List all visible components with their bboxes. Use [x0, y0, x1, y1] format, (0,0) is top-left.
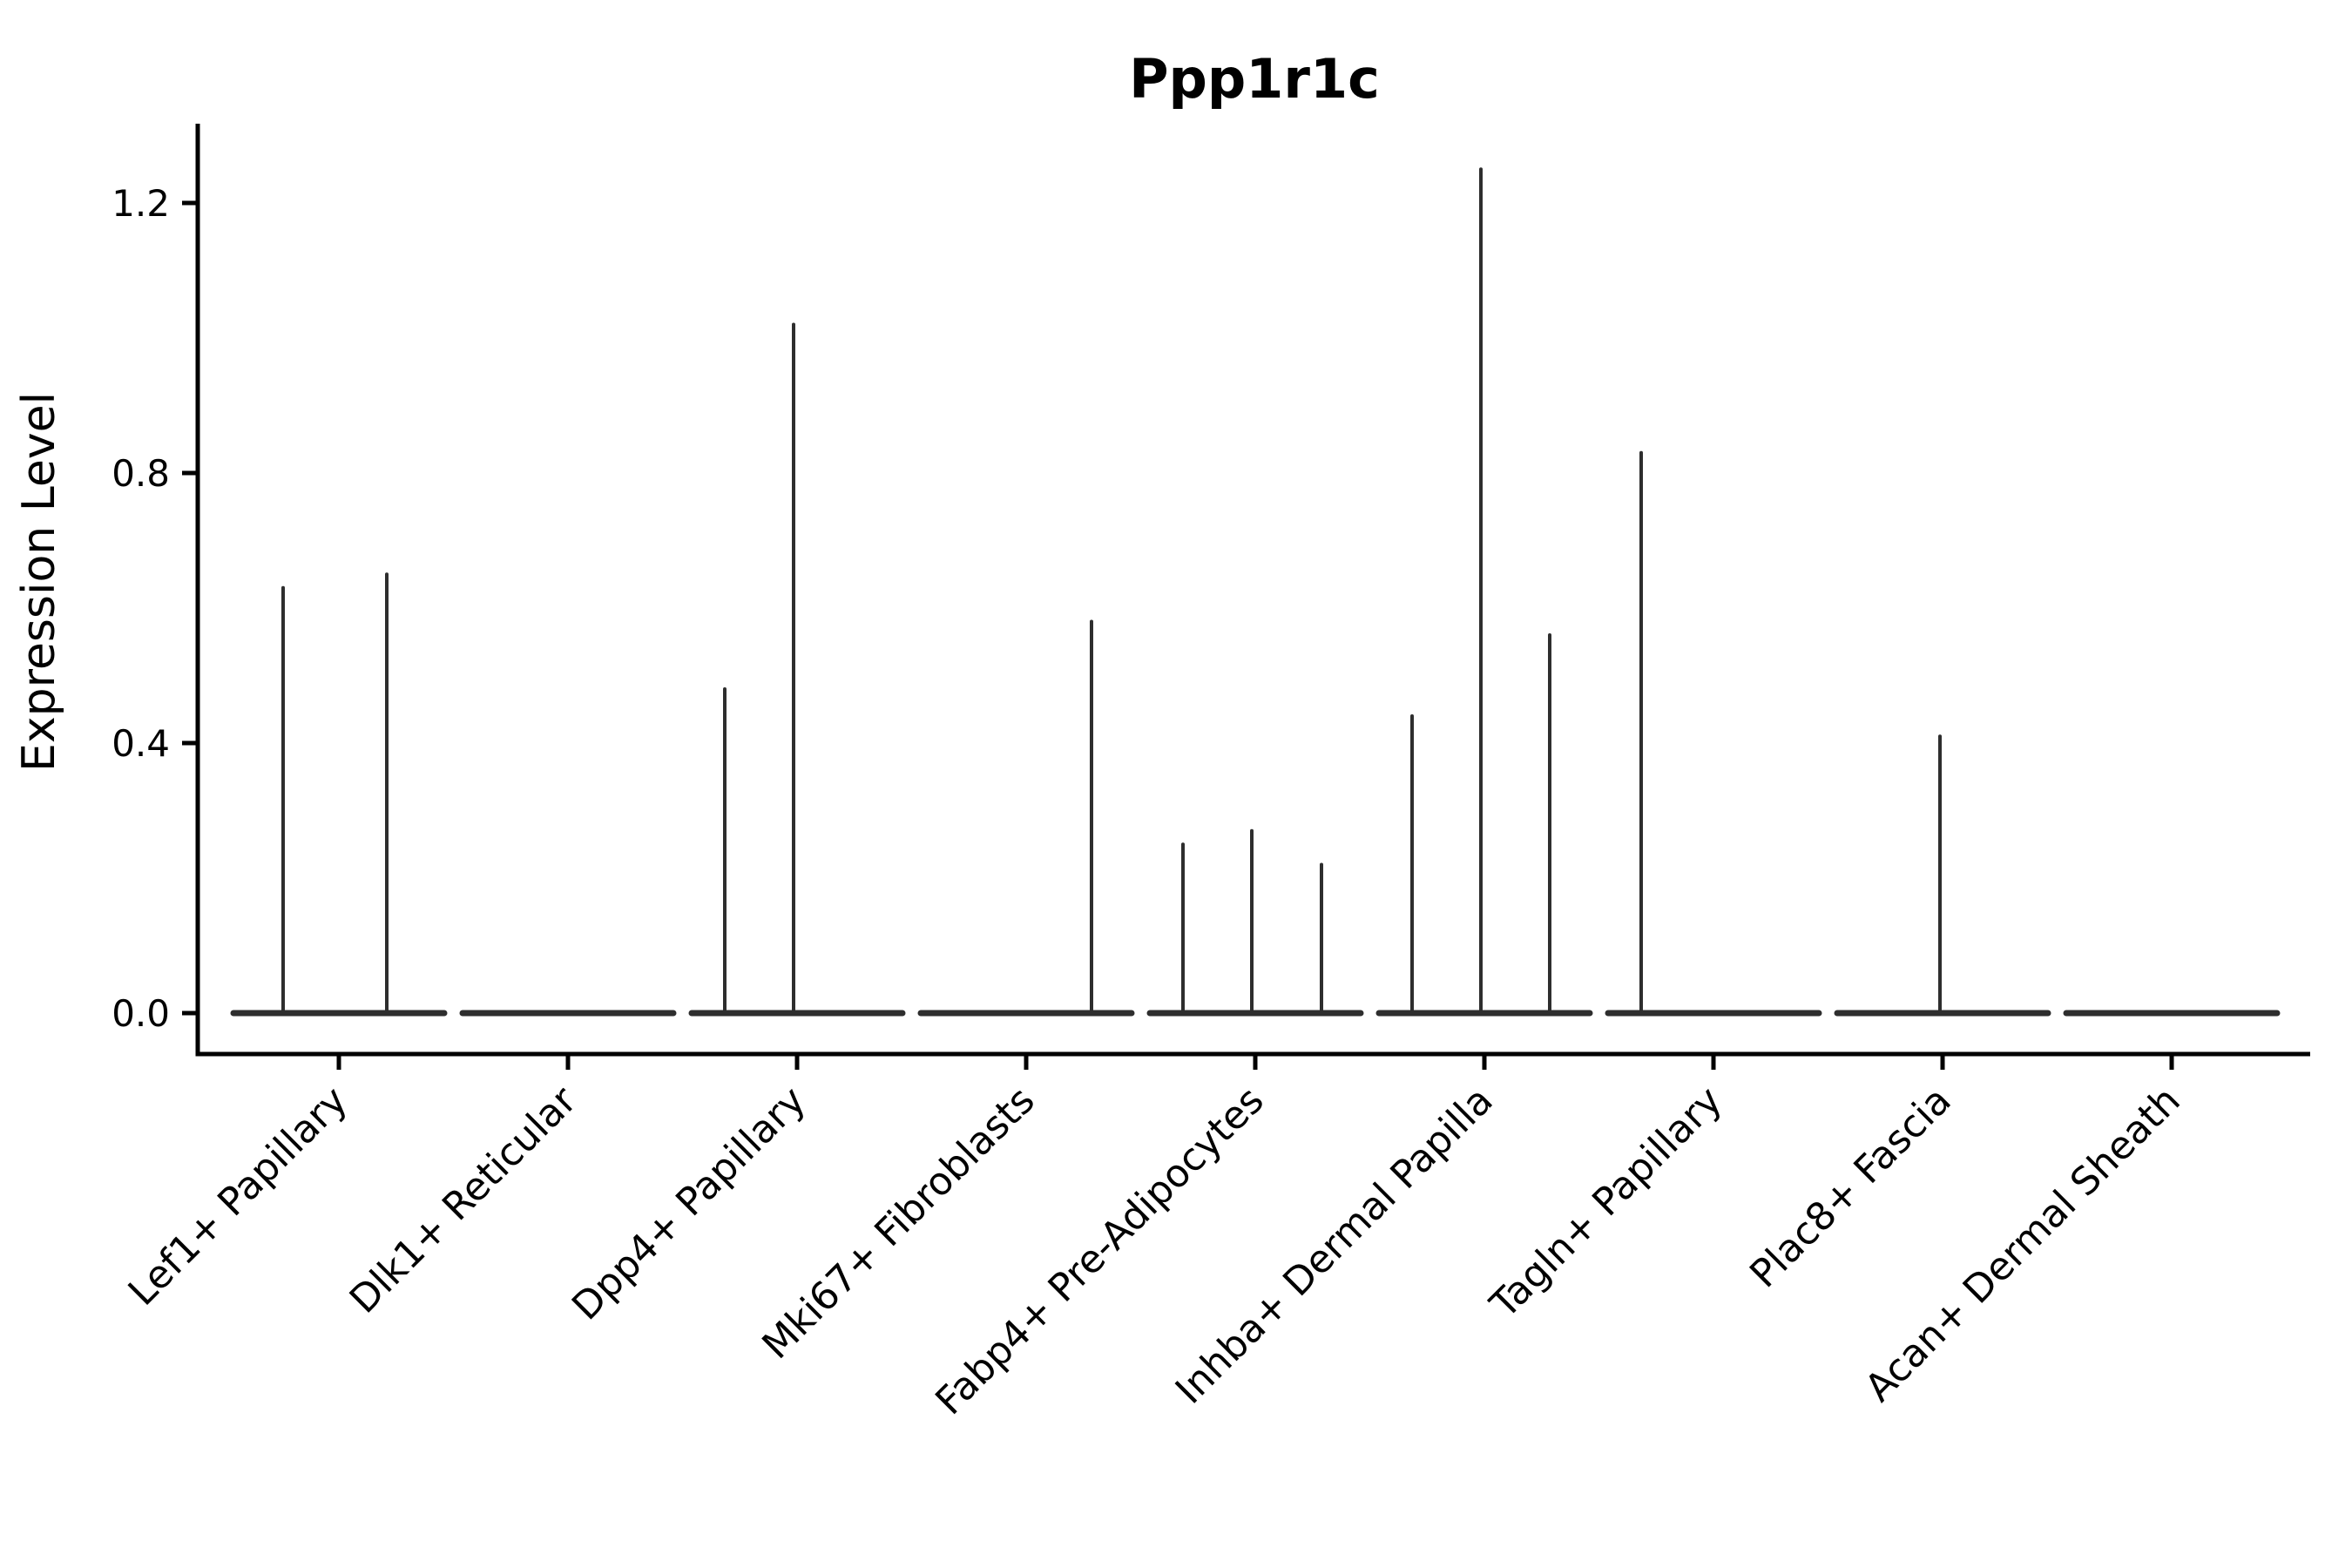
x-tick-label: Plac8+ Fascia — [1741, 1078, 1960, 1297]
x-tick-label: Tagln+ Papillary — [1482, 1078, 1731, 1328]
y-tick-label: 0.0 — [112, 992, 170, 1035]
x-tick-label: Dlk1+ Reticular — [341, 1078, 586, 1322]
x-tick-label: Dpp4+ Papillary — [564, 1078, 814, 1329]
chart-title: Ppp1r1c — [1129, 47, 1380, 111]
y-tick-label: 0.8 — [112, 452, 170, 495]
y-tick-label: 1.2 — [112, 182, 170, 225]
y-axis-label: Expression Level — [13, 392, 65, 772]
y-tick-label: 0.4 — [112, 722, 170, 765]
x-tick-label: Lef1+ Papillary — [120, 1078, 356, 1315]
